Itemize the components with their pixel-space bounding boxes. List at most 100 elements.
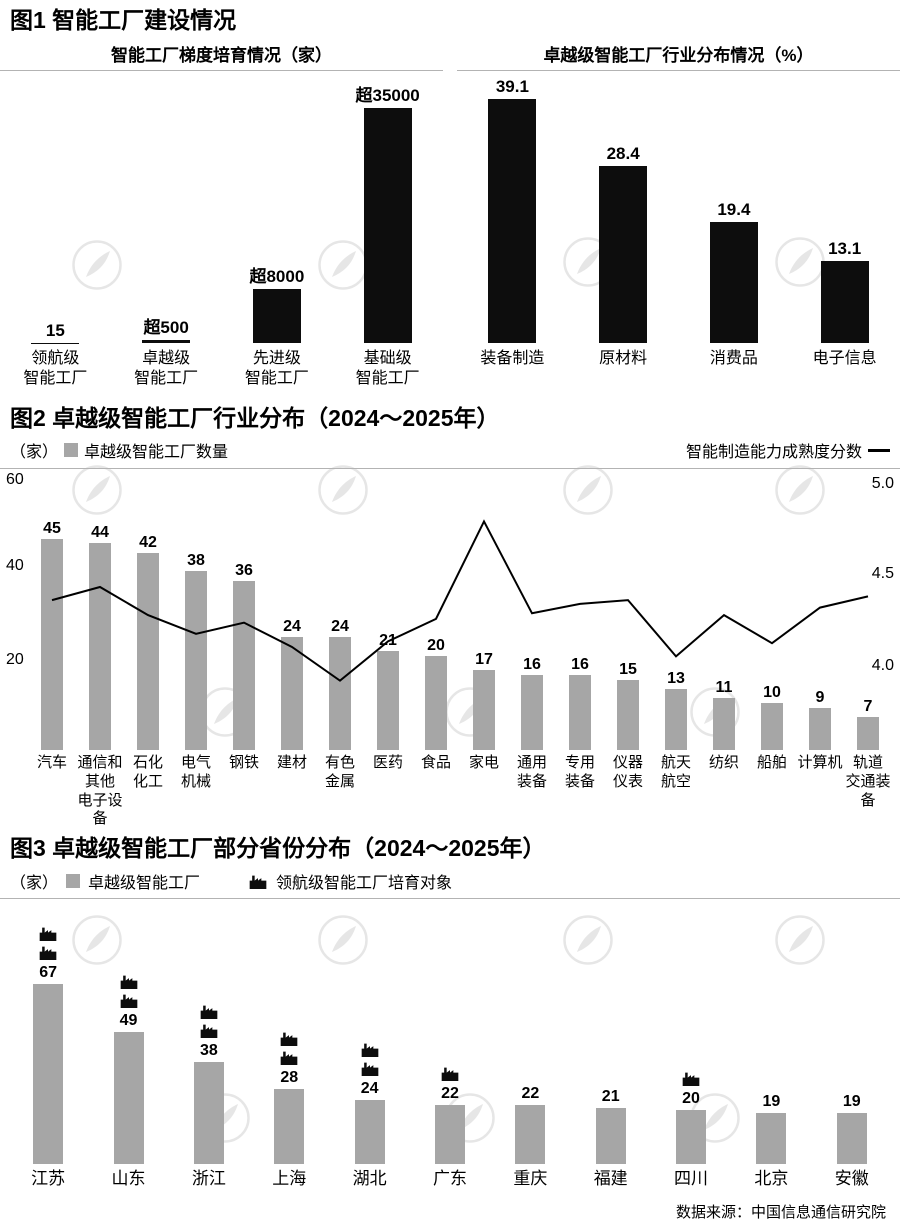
factory-icon bbox=[360, 1060, 380, 1077]
factory-icon bbox=[360, 1041, 380, 1058]
bar-value-label: 16 bbox=[571, 655, 589, 673]
factory-icon bbox=[440, 1065, 460, 1082]
bar bbox=[761, 703, 783, 750]
factory-icon bbox=[119, 973, 139, 990]
bar-value-label: 20 bbox=[682, 1090, 700, 1108]
xlabels-row: 汽车 通信和 其他 电子设备 石化 化工 电气 机械 钢铁 建材 有色 金属 医药 食品 家电 通用… bbox=[0, 750, 900, 829]
bar-category-label: 基础级 智能工厂 bbox=[355, 350, 420, 387]
bar-column: 15 bbox=[604, 660, 652, 750]
bar bbox=[274, 1088, 305, 1164]
bar-value-label: 11 bbox=[715, 679, 733, 697]
bar bbox=[233, 580, 255, 750]
bar bbox=[756, 1113, 787, 1164]
factory-icon bbox=[119, 992, 139, 1009]
bar-value-label: 17 bbox=[475, 651, 493, 669]
bar-column: 15 bbox=[0, 321, 111, 343]
bar-column: 24 bbox=[316, 618, 364, 750]
bar-value-label: 19.4 bbox=[717, 199, 751, 219]
bar-column: 19 bbox=[731, 1093, 811, 1164]
bar-value-label: 21 bbox=[379, 632, 397, 650]
right-axis-tick: 5.0 bbox=[871, 475, 894, 492]
bar-category-label: 专用 装备 bbox=[564, 754, 595, 790]
bar-column: 超8000 bbox=[222, 262, 333, 343]
bar-legend-label: 卓越级智能工厂 bbox=[88, 875, 201, 892]
factory-icon bbox=[279, 1030, 299, 1047]
line-legend: 智能制造能力成熟度分数 bbox=[686, 438, 890, 462]
bar-value-label: 10 bbox=[763, 684, 781, 701]
bar-column: 超500 bbox=[111, 313, 222, 343]
bar-category-label: 电气 机械 bbox=[180, 754, 211, 790]
bar-value-label: 9 bbox=[815, 688, 825, 706]
figure-2: 图2 卓越级智能工厂行业分布（2024～2025年） （家） 卓越级智能工厂数量… bbox=[0, 404, 900, 829]
bar-category-label: 家电 bbox=[468, 754, 499, 771]
bar bbox=[569, 674, 591, 750]
bar bbox=[676, 1110, 707, 1164]
unit-label: （家） bbox=[10, 444, 59, 461]
bar-column: 13.1 bbox=[789, 239, 900, 343]
bar bbox=[521, 674, 543, 750]
bar-column: 19.4 bbox=[679, 200, 790, 343]
bar-column: 44 bbox=[76, 524, 124, 750]
bar-value-label: 15 bbox=[619, 660, 637, 678]
bar-value-label: 13 bbox=[667, 669, 685, 687]
bar-category-label: 福建 bbox=[593, 1169, 628, 1188]
bar bbox=[193, 1061, 224, 1164]
bar-column: 9 bbox=[796, 689, 844, 750]
figure-3: 图3 卓越级智能工厂部分省份分布（2024～2025年） （家） 卓越级智能工厂… bbox=[0, 834, 900, 1189]
bar-category-label: 上海 bbox=[272, 1169, 307, 1188]
pilot-factory-icons bbox=[38, 925, 58, 961]
bar-column: 22 bbox=[410, 1065, 490, 1164]
factory-icon bbox=[681, 1070, 701, 1087]
bar bbox=[617, 679, 639, 750]
watermark-logo-icon bbox=[561, 913, 615, 967]
left-axis-tick: 40 bbox=[6, 557, 24, 574]
bar-value-label: 28.4 bbox=[606, 143, 640, 163]
bar-category-label: 有色 金属 bbox=[324, 754, 355, 790]
bar-category-label: 钢铁 bbox=[228, 754, 259, 771]
bar-column: 20 bbox=[412, 637, 460, 750]
watermark-logo-icon bbox=[70, 463, 124, 517]
bar-category-label: 山东 bbox=[111, 1169, 146, 1188]
bar-value-label: 42 bbox=[139, 533, 157, 551]
bar-category-label: 广东 bbox=[432, 1169, 467, 1188]
pilot-legend-label: 领航级智能工厂培育对象 bbox=[276, 875, 453, 892]
bar-column: 67 bbox=[8, 925, 88, 1164]
right-axis-tick: 4.5 bbox=[871, 565, 894, 582]
bar bbox=[281, 637, 303, 750]
bar bbox=[185, 571, 207, 750]
bar-column: 42 bbox=[124, 534, 172, 750]
bar-category-label: 石化 化工 bbox=[132, 754, 163, 790]
bar bbox=[33, 984, 64, 1164]
bar-value-label: 44 bbox=[91, 524, 109, 542]
bar-value-label: 20 bbox=[427, 637, 445, 654]
figure-1-charts: 智能工厂梯度培育情况（家） 15 超500 超8000 超35000 领航级 智能工厂 卓… bbox=[0, 44, 900, 389]
bar-column: 38 bbox=[169, 1003, 249, 1164]
watermark-logo-icon bbox=[773, 913, 827, 967]
fig1-right-chart: 39.1 28.4 19.4 13.1 装备制造 原材料 消费品 电子信息 bbox=[457, 70, 900, 369]
bar-column: 13 bbox=[652, 670, 700, 750]
bar-category-label: 通信和 其他 电子设备 bbox=[77, 754, 123, 828]
left-axis-tick: 20 bbox=[6, 651, 24, 668]
watermark-logo-icon bbox=[70, 238, 124, 292]
bar-column: 28 bbox=[249, 1030, 329, 1164]
bar-value-label: 45 bbox=[43, 519, 61, 537]
bar-category-label: 航天 航空 bbox=[660, 754, 691, 790]
bar-column: 超35000 bbox=[332, 81, 443, 343]
bar-value-label: 超500 bbox=[143, 317, 189, 337]
fig1-right-subtitle: 卓越级智能工厂行业分布情况（%） bbox=[543, 46, 814, 65]
bar-column: 38 bbox=[172, 552, 220, 750]
bar-value-label: 21 bbox=[601, 1087, 620, 1105]
bar-category-label: 消费品 bbox=[709, 350, 758, 367]
bar-category-label: 装备制造 bbox=[480, 350, 545, 367]
bar-category-label: 轨道 交通装备 bbox=[845, 754, 891, 809]
bar-category-label: 江苏 bbox=[31, 1169, 66, 1188]
bar bbox=[89, 543, 111, 750]
bar-category-label: 浙江 bbox=[191, 1169, 226, 1188]
bar bbox=[137, 552, 159, 750]
bar-category-label: 纺织 bbox=[708, 754, 739, 771]
bar bbox=[665, 688, 687, 750]
bar-value-label: 24 bbox=[331, 618, 349, 636]
line-legend-label: 智能制造能力成熟度分数 bbox=[685, 444, 862, 461]
